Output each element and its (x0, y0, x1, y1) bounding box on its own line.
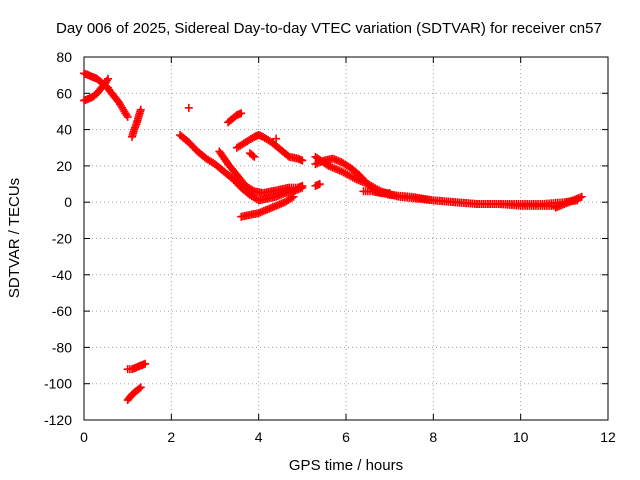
y-tick-label: -60 (52, 303, 72, 319)
y-tick-label: -20 (52, 231, 72, 247)
y-tick-label: 60 (56, 85, 72, 101)
data-point-arc-d (141, 359, 150, 368)
y-tick-label: -80 (52, 339, 72, 355)
data-point-arc-h (298, 181, 307, 190)
data-point-arc-l (250, 152, 259, 161)
x-tick-label: 4 (255, 429, 263, 445)
data-point-arc-f (184, 103, 193, 112)
axis-ticks: 0 2 4 6 8 10 12 -120 -100 -80 -60 -40 -20 0 20 40 60 80 (44, 49, 616, 445)
x-tick-label: 2 (167, 429, 175, 445)
data-point-arc-r (385, 189, 394, 198)
y-tick-label: 80 (56, 49, 72, 65)
data-point-arc-j (237, 109, 246, 118)
x-axis-title: GPS time / hours (289, 457, 403, 474)
data-points (80, 69, 586, 405)
data-point-arc-n (315, 180, 324, 189)
data-point-arc-a (123, 112, 132, 121)
data-point-arc-q (577, 192, 586, 201)
y-axis-title: SDTVAR / TECUs (6, 178, 23, 298)
y-tick-label: -100 (44, 376, 72, 392)
data-point-arc-e (136, 383, 145, 392)
y-tick-label: 20 (56, 158, 72, 174)
x-tick-label: 10 (513, 429, 529, 445)
x-tick-label: 12 (600, 429, 616, 445)
x-tick-label: 6 (342, 429, 350, 445)
y-tick-label: 0 (64, 194, 72, 210)
y-tick-label: -120 (44, 412, 72, 428)
data-point-arc-c (136, 105, 145, 114)
grid (84, 57, 608, 420)
data-point-arc-b (104, 74, 113, 83)
y-tick-label: 40 (56, 122, 72, 138)
data-point-arc-i (289, 192, 298, 201)
data-point-arc-m (272, 134, 281, 143)
x-tick-label: 0 (80, 429, 88, 445)
y-tick-label: -40 (52, 267, 72, 283)
data-point-arc-k (298, 156, 307, 165)
x-tick-label: 8 (429, 429, 437, 445)
chart-title: Day 006 of 2025, Sidereal Day-to-day VTE… (56, 20, 602, 37)
